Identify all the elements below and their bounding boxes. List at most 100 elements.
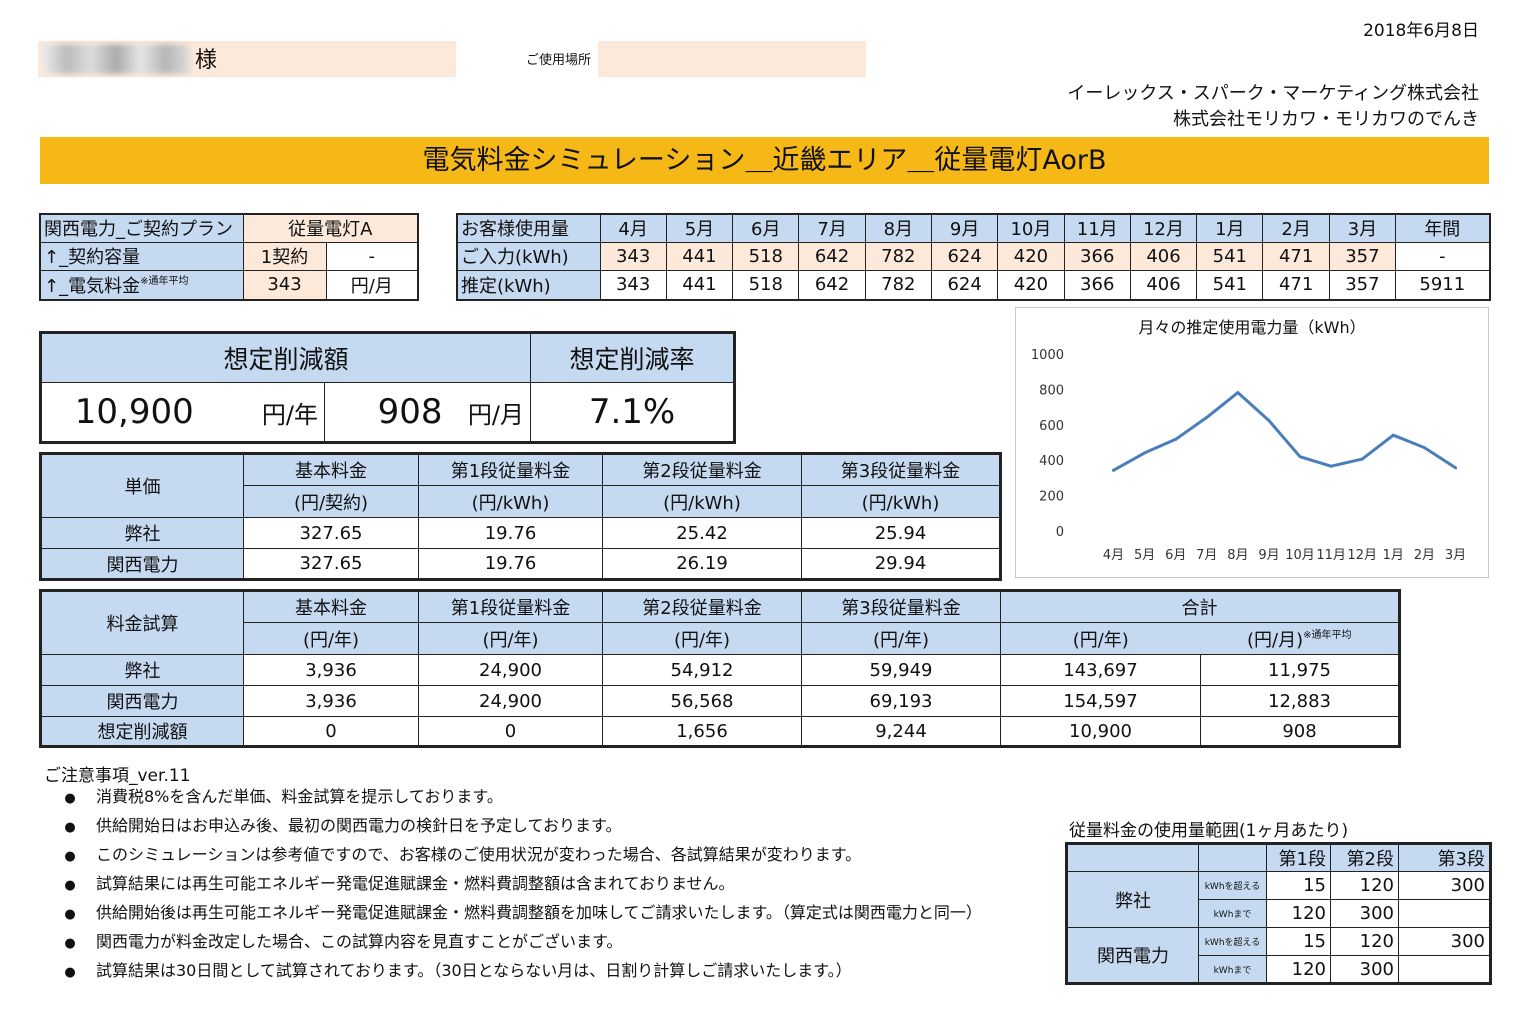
column-header: 第1段従量料金: [418, 453, 603, 486]
note-text: 消費税8%を含んだ単価、料金試算を提示しております。: [96, 787, 503, 806]
column-unit: (円/kWh): [602, 485, 802, 518]
range-over-label: kWhを超える: [1198, 927, 1267, 956]
fee-label: ↑_電気料金: [44, 275, 141, 297]
note-item: ● 供給開始日はお申込み後、最初の関西電力の検針日を予定しております。: [44, 811, 982, 840]
estimate-cell: 441: [665, 269, 734, 301]
savings-monthly-unit: 円/月: [442, 382, 532, 443]
tier-header: 第3段: [1398, 843, 1491, 872]
capacity-value[interactable]: 1契約: [242, 241, 327, 271]
total-unit-month-cell: (円/月)※通年平均: [1200, 622, 1400, 655]
range-cell: 15: [1266, 927, 1331, 956]
usage-chart-frame: 月々の推定使用電力量（kWh） 0 200 400 600 800 1000 4月 5月 6月 7…: [1015, 307, 1489, 578]
calc-cell: 24,900: [418, 685, 603, 717]
input-row-label: ご入力(kWh): [456, 241, 601, 271]
capacity-label: ↑_契約容量: [39, 241, 244, 271]
range-cell: 120: [1330, 927, 1399, 956]
calc-corner: 料金試算: [40, 590, 244, 655]
range-company: 弊社: [1066, 871, 1199, 928]
input-cell[interactable]: 471: [1262, 241, 1330, 271]
price-cell: 327.65: [243, 548, 419, 580]
y-tick-label: 0: [1056, 525, 1064, 540]
row-label: 弊社: [40, 654, 244, 686]
range-cell: [1398, 899, 1491, 928]
note-item: ● 消費税8%を含んだ単価、料金試算を提示しております。: [44, 782, 982, 811]
input-cell[interactable]: 343: [599, 241, 667, 271]
savings-rate: 7.1%: [530, 382, 736, 443]
range-cell: 300: [1330, 899, 1399, 928]
fee-value[interactable]: 343: [242, 269, 327, 301]
usage-data-point: [1205, 415, 1209, 419]
annual-header: 年間: [1395, 213, 1491, 243]
notes-title: ご注意事項_ver.11: [44, 766, 191, 786]
input-cell[interactable]: 441: [665, 241, 734, 271]
input-cell[interactable]: 624: [930, 241, 999, 271]
range-cell: 15: [1266, 871, 1331, 900]
range-cell: 120: [1266, 955, 1331, 984]
range-corner-2: [1198, 843, 1267, 872]
usage-data-point: [1453, 466, 1457, 470]
savings-amount-label: 想定削減額: [39, 332, 532, 383]
column-unit: (円/年): [418, 622, 603, 655]
bullet-icon: ●: [64, 791, 76, 806]
row-label: 関西電力: [40, 685, 244, 717]
month-header: 12月: [1129, 213, 1198, 243]
x-tick-label: 3月: [1445, 548, 1466, 563]
usage-line-chart: 0 200 400 600 800 1000 4月 5月 6月 7月 8月 9月 10月 11月 12月 1月…: [1031, 348, 1466, 563]
input-cell[interactable]: 518: [732, 241, 800, 271]
estimate-cell: 471: [1262, 269, 1330, 301]
input-cell[interactable]: 420: [997, 241, 1065, 271]
estimate-cell: 343: [599, 269, 667, 301]
x-tick-label: 11月: [1316, 548, 1346, 563]
column-header: 第3段従量料金: [801, 590, 1001, 623]
range-cell: 120: [1266, 899, 1331, 928]
bullet-icon: ●: [64, 907, 76, 922]
savings-monthly: 908: [324, 382, 443, 443]
calc-cell: 154,597: [1000, 685, 1201, 717]
usage-header-label: お客様使用量: [456, 213, 601, 243]
column-unit: (円/年): [602, 622, 802, 655]
bullet-icon: ●: [64, 965, 76, 980]
calc-cell: 0: [418, 716, 603, 747]
month-header: 2月: [1262, 213, 1330, 243]
usage-data-point: [1267, 419, 1271, 423]
input-cell[interactable]: 782: [864, 241, 932, 271]
plan-value[interactable]: 従量電灯A: [242, 213, 419, 243]
usage-data-point: [1360, 457, 1364, 461]
month-header: 8月: [864, 213, 932, 243]
input-cell[interactable]: 366: [1063, 241, 1131, 271]
usage-data-point: [1143, 451, 1147, 455]
x-tick-label: 1月: [1383, 548, 1404, 563]
column-header: 第1段従量料金: [418, 590, 603, 623]
unit-price-table: 単価 基本料金 第1段従量料金 第2段従量料金 第3段従量料金 (円/契約) (…: [39, 452, 1002, 581]
estimate-cell: 642: [798, 269, 866, 301]
report-date: 2018年6月8日: [1363, 21, 1479, 41]
total-unit-month: (円/月): [1247, 629, 1304, 651]
estimate-cell: 406: [1129, 269, 1198, 301]
input-cell[interactable]: 406: [1129, 241, 1198, 271]
column-header: 第2段従量料金: [602, 590, 802, 623]
estimate-annual: 5911: [1395, 269, 1491, 301]
usage-data-point: [1174, 437, 1178, 441]
range-cell: 120: [1330, 871, 1399, 900]
y-tick-label: 800: [1039, 383, 1064, 398]
month-header: 1月: [1196, 213, 1264, 243]
contract-table: 関西電力_ご契約プラン 従量電灯A ↑_契約容量 1契約 - ↑_電気料金※通年…: [39, 213, 420, 301]
price-cell: 29.94: [801, 548, 1001, 580]
input-cell[interactable]: 541: [1196, 241, 1264, 271]
range-upto-label: kWhまで: [1198, 955, 1267, 984]
savings-rate-label: 想定削減率: [530, 332, 736, 383]
input-cell[interactable]: 642: [798, 241, 866, 271]
note-text: 関西電力が料金改定した場合、この試算内容を見直すことがございます。: [96, 932, 623, 951]
x-tick-label: 8月: [1227, 548, 1248, 563]
estimate-cell: 357: [1328, 269, 1397, 301]
company-name-1: イーレックス・スパーク・マーケティング株式会社: [1067, 83, 1479, 104]
company-name-2: 株式会社モリカワ・モリカワのでんき: [1173, 109, 1479, 130]
y-tick-label: 1000: [1031, 348, 1064, 363]
input-cell[interactable]: 357: [1328, 241, 1397, 271]
location-label: ご使用場所: [526, 53, 592, 68]
month-header: 9月: [930, 213, 999, 243]
total-note: ※通年平均: [1303, 629, 1352, 641]
tier-header: 第1段: [1266, 843, 1331, 872]
note-item: ● 試算結果は30日間として試算されております。（30日とならない月は、日割り計算…: [44, 956, 982, 985]
usage-data-point: [1329, 464, 1333, 468]
